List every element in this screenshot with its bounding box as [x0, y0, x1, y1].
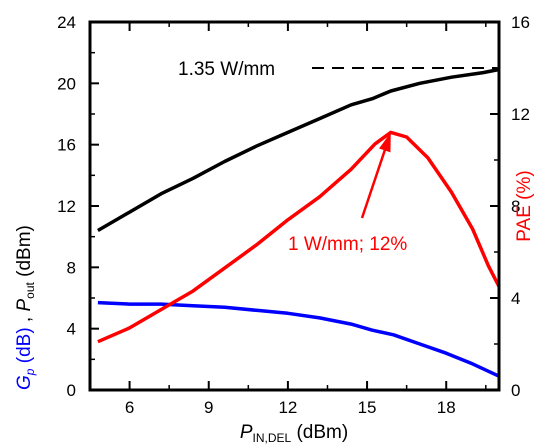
y-label-separator: ,: [14, 312, 35, 328]
gp-label-main: G: [14, 375, 35, 390]
y-right-label: PAE (%): [514, 170, 535, 241]
plot-frame: [88, 20, 501, 392]
x-label-sub: IN,DEL: [253, 431, 292, 445]
gp-label-unit: (dB): [14, 327, 35, 368]
y-right-tick-label: 8: [511, 197, 520, 216]
y-left-tick-label: 16: [57, 136, 76, 155]
series-line-gp: [97, 300, 500, 378]
y-right-tick-label: 4: [511, 289, 520, 308]
gp-label-sub: p: [23, 368, 37, 376]
y-right-tick-label: 16: [511, 13, 530, 32]
x-tick-label: 6: [125, 398, 134, 417]
y-left-tick-label: 0: [67, 381, 76, 400]
pout-label-main: P: [14, 299, 35, 312]
x-label-main: P: [240, 422, 253, 443]
x-tick-label: 15: [358, 398, 377, 417]
pae-arrow-line: [360, 136, 391, 219]
series-line-pout: [97, 67, 500, 233]
y-left-tick-label: 20: [57, 74, 76, 93]
y-left-tick-label: 8: [67, 258, 76, 277]
power-annotation-text: 1.35 W/mm: [178, 59, 275, 80]
series-layer: [97, 67, 501, 378]
pout-label-unit: (dBm): [14, 225, 35, 282]
y-left-tick-label: 24: [57, 13, 76, 32]
pout-label-sub: out: [23, 281, 37, 298]
x-axis-label: PIN,DEL (dBm): [240, 422, 348, 445]
x-label-unit: (dBm): [291, 422, 348, 443]
pae-annotation-text: 1 W/mm; 12%: [288, 234, 407, 255]
series-line-pae: [97, 130, 501, 344]
x-tick-label: 9: [204, 398, 213, 417]
y-right-tick-label: 12: [511, 105, 530, 124]
x-tick-label: 18: [437, 398, 456, 417]
annotation-layer: 1.35 W/mm 1 W/mm; 12%: [178, 59, 497, 255]
y-left-tick-label: 4: [67, 320, 76, 339]
x-tick-label: 12: [278, 398, 297, 417]
y-right-tick-label: 0: [511, 381, 520, 400]
y-left-label: Gp (dB) , Pout (dBm): [14, 225, 37, 390]
y-left-tick-label: 12: [57, 197, 76, 216]
pae-arrow-head: [379, 132, 391, 153]
